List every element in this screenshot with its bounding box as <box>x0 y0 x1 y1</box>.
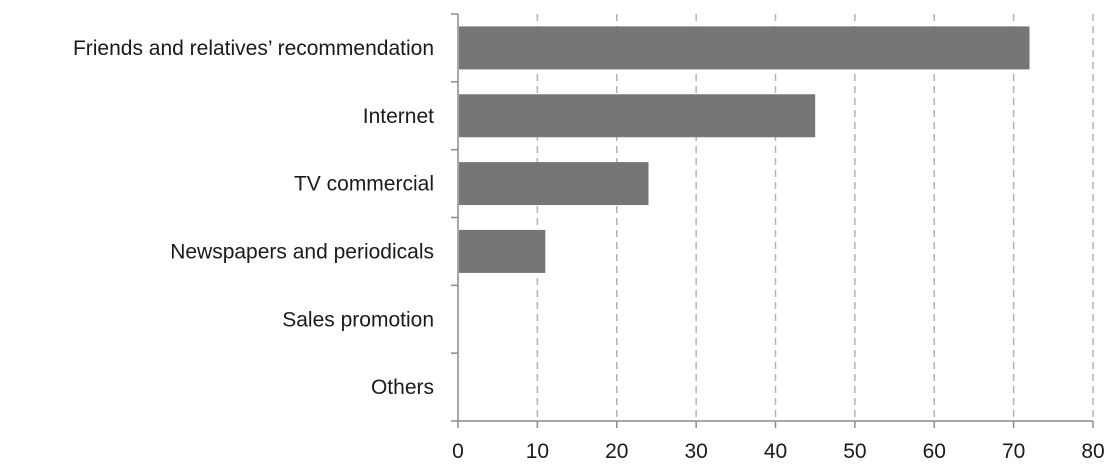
x-tick-label: 0 <box>452 440 464 463</box>
category-label: TV commercial <box>294 173 434 196</box>
x-tick-label: 20 <box>605 440 628 463</box>
category-label: Newspapers and periodicals <box>170 240 434 263</box>
x-tick-label: 30 <box>684 440 707 463</box>
bar <box>459 162 649 206</box>
x-tick-label: 50 <box>843 440 866 463</box>
x-tick-label: 10 <box>526 440 549 463</box>
bar <box>459 229 546 273</box>
category-label: Internet <box>363 105 434 128</box>
x-tick-label: 70 <box>1002 440 1025 463</box>
x-tick-label: 80 <box>1081 440 1104 463</box>
gridlines <box>536 14 1094 421</box>
category-label: Others <box>371 376 434 399</box>
x-tick-label: 60 <box>923 440 946 463</box>
bars <box>459 26 1030 273</box>
bar <box>459 26 1030 70</box>
category-label: Friends and relatives’ recommendation <box>73 37 434 60</box>
category-label: Sales promotion <box>282 308 434 331</box>
x-tick-label: 40 <box>764 440 787 463</box>
x-tick-labels: 0 10 20 30 40 50 60 70 80 <box>452 440 1105 463</box>
bar <box>459 94 816 138</box>
axes <box>451 13 1094 428</box>
category-labels: Friends and relatives’ recommendation Int… <box>73 37 434 399</box>
